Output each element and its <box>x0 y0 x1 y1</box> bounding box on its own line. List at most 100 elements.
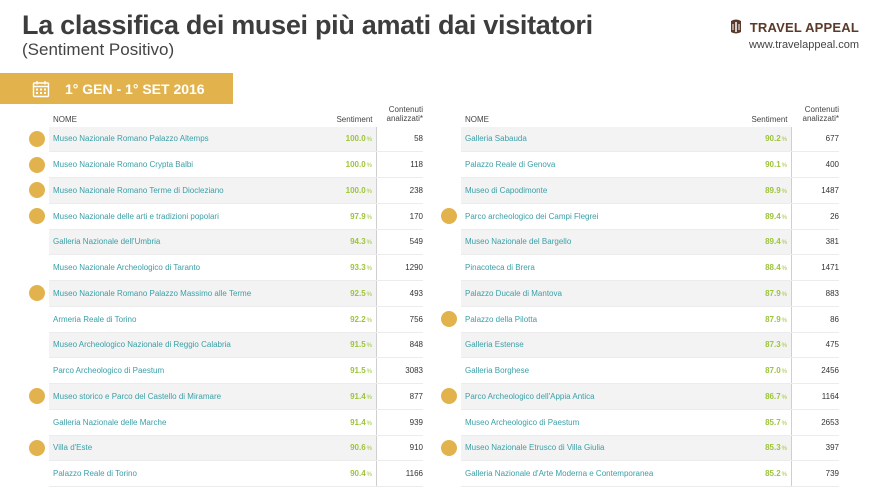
highlight-dot <box>29 285 45 302</box>
content-count: 910 <box>376 435 423 462</box>
table-row: Museo Nazionale Etrusco di Villa Giulia 8… <box>440 435 839 462</box>
percent-sign: % <box>781 317 787 324</box>
highlight-dot-cell <box>440 461 461 487</box>
sentiment-value: 86.7 <box>765 391 781 401</box>
highlight-dot-cell <box>440 358 461 384</box>
dot-header <box>440 106 461 127</box>
highlight-dot-cell <box>440 435 461 461</box>
sentiment-header: Sentiment <box>751 114 788 124</box>
content-header-line2: analizzati* <box>386 113 423 123</box>
highlight-dot-cell <box>440 306 461 332</box>
table-row: Museo Archeologico Nazionale di Reggio C… <box>28 332 423 359</box>
museum-name: Galleria Borghese <box>461 357 740 385</box>
highlight-dot-cell <box>28 409 49 435</box>
sentiment-value: 90.6 <box>350 443 366 453</box>
name-header: NOME <box>53 114 77 124</box>
highlight-dot-cell <box>28 127 49 152</box>
sentiment-cell: 91.5% <box>326 332 377 359</box>
content-count: 397 <box>791 435 839 462</box>
percent-sign: % <box>781 291 787 298</box>
highlight-dot-cell <box>28 203 49 229</box>
content-header: Contenuti analizzati* <box>792 105 839 127</box>
content-count: 883 <box>791 280 839 307</box>
table-row: Galleria Estense 87.3% 475 <box>440 332 839 359</box>
table-row: Parco archeologico dei Campi Flegrei 89.4… <box>440 203 839 230</box>
sentiment-cell: 93.3% <box>326 254 377 282</box>
table-row: Pinacoteca di Brera 88.4% 1471 <box>440 254 839 282</box>
sentiment-value: 89.4 <box>765 237 781 247</box>
sentiment-cell: 92.5% <box>326 280 377 307</box>
highlight-dot <box>29 208 45 225</box>
highlight-dot-cell <box>440 152 461 178</box>
table-row: Museo Nazionale Romano Crypta Balbi 100.0… <box>28 151 423 179</box>
percent-sign: % <box>781 420 787 427</box>
content-count: 26 <box>791 203 839 230</box>
content-count: 1290 <box>376 254 423 282</box>
museum-name: Museo Nazionale Etrusco di Villa Giulia <box>461 435 740 462</box>
museum-name: Museo Nazionale delle arti e tradizioni … <box>49 203 326 230</box>
highlight-dot-cell <box>28 229 49 255</box>
table-row: Galleria Sabauda 90.2% 677 <box>440 126 839 153</box>
content-header-line2: analizzati* <box>802 113 839 123</box>
sentiment-value: 100.0 <box>345 134 366 144</box>
sentiment-value: 93.3 <box>350 263 366 273</box>
sentiment-cell: 90.1% <box>740 151 792 179</box>
table-row: Museo Nazionale Archeologico di Taranto 9… <box>28 254 423 282</box>
percent-sign: % <box>781 266 787 273</box>
highlight-dot-cell <box>440 409 461 435</box>
content-count: 939 <box>376 409 423 436</box>
content-count: 118 <box>376 151 423 179</box>
content-header-line1: Contenuti <box>388 105 423 114</box>
museum-name: Museo Nazionale del Bargello <box>461 229 740 256</box>
table-row: Palazzo Ducale di Mantova 87.9% 883 <box>440 280 839 307</box>
percent-sign: % <box>781 214 787 221</box>
highlight-dot <box>29 388 45 405</box>
brand-url: www.travelappeal.com <box>748 39 859 51</box>
highlight-dot <box>441 311 457 328</box>
highlight-dot <box>29 439 45 456</box>
sentiment-cell: 87.0% <box>740 357 792 385</box>
museum-name: Parco archeologico dei Campi Flegrei <box>461 203 740 230</box>
percent-sign: % <box>366 163 372 170</box>
content-count: 1471 <box>791 254 839 282</box>
travel-appeal-logo-icon <box>728 18 744 36</box>
sentiment-cell: 89.4% <box>740 203 792 230</box>
highlight-dot <box>29 131 45 148</box>
percent-sign: % <box>366 369 372 376</box>
ranking-table-left: NOME Sentiment Contenuti analizzati* Muse… <box>28 105 423 488</box>
sentiment-cell: 90.2% <box>740 126 792 153</box>
table-header-row: NOME Sentiment Contenuti analizzati* <box>28 105 423 127</box>
percent-sign: % <box>366 266 372 273</box>
sentiment-value: 87.3 <box>765 340 781 350</box>
museum-name: Galleria Nazionale delle Marche <box>49 409 326 436</box>
percent-sign: % <box>366 446 372 453</box>
sentiment-cell: 89.4% <box>740 229 792 256</box>
museum-name: Parco Archeologico dell'Appia Antica <box>461 383 740 410</box>
museum-name: Museo Archeologico Nazionale di Reggio C… <box>49 332 326 359</box>
content-count: 475 <box>791 332 839 359</box>
highlight-dot-cell <box>28 461 49 487</box>
content-count: 400 <box>791 151 839 179</box>
sentiment-header: Sentiment <box>336 114 373 124</box>
percent-sign: % <box>781 240 787 247</box>
table-row: Galleria Nazionale d'Arte Moderna e Cont… <box>440 460 839 488</box>
content-count: 2653 <box>791 409 839 436</box>
sentiment-cell: 91.4% <box>326 383 377 410</box>
content-count: 756 <box>376 306 423 333</box>
museum-name: Palazzo Reale di Torino <box>49 460 326 488</box>
name-header: NOME <box>465 114 489 124</box>
content-count: 877 <box>376 383 423 410</box>
percent-sign: % <box>366 240 372 247</box>
sentiment-cell: 85.2% <box>740 460 792 488</box>
highlight-dot-cell <box>440 255 461 281</box>
highlight-dot-cell <box>440 281 461 307</box>
sentiment-value: 91.4 <box>350 417 366 427</box>
brand: TRAVEL APPEAL www.travelappeal.com <box>728 18 859 51</box>
ranking-table-right: NOME Sentiment Contenuti analizzati* Gall… <box>440 105 839 488</box>
highlight-dot <box>441 208 457 225</box>
dot-header <box>28 106 49 127</box>
table-row: Armeria Reale di Torino 92.2% 756 <box>28 306 423 333</box>
content-count: 86 <box>791 306 839 333</box>
percent-sign: % <box>366 188 372 195</box>
table-row: Museo Nazionale delle arti e tradizioni … <box>28 203 423 230</box>
